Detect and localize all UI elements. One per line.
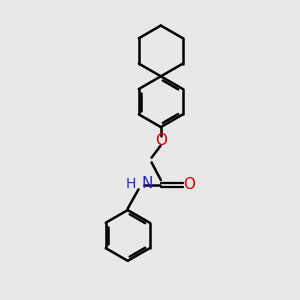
Text: H: H [126, 177, 136, 191]
Text: O: O [155, 133, 167, 148]
Text: N: N [141, 176, 152, 191]
Text: O: O [183, 177, 195, 192]
